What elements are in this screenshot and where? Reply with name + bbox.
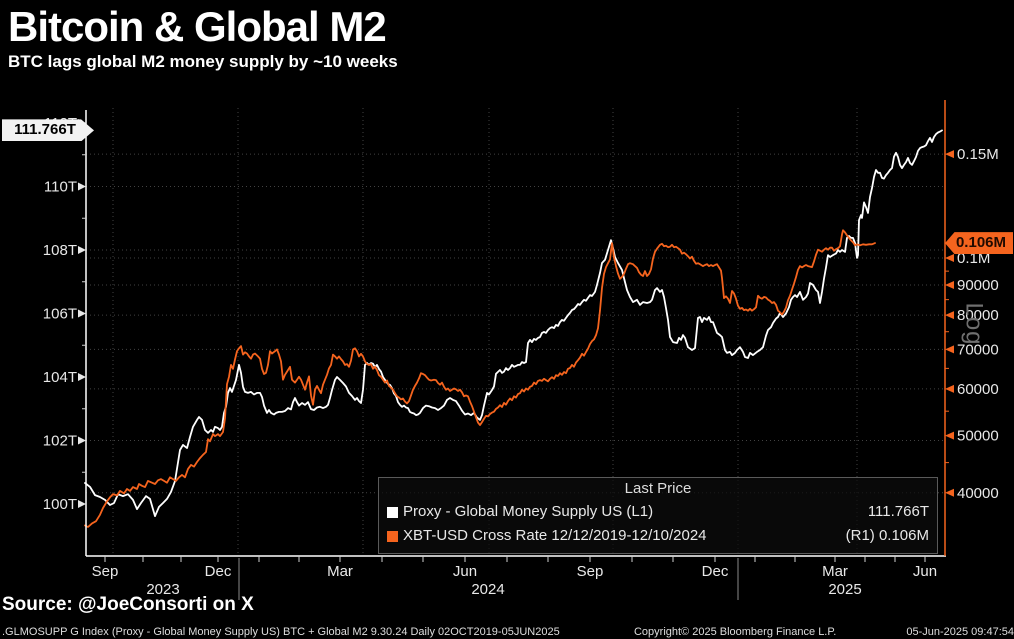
legend-row-xbt[interactable]: XBT-USD Cross Rate 12/12/2019-12/10/2024… (379, 524, 937, 548)
legend-title: Last Price (624, 480, 692, 497)
legend-box: Last Price Proxy - Global Money Supply U… (378, 477, 938, 554)
chart-subtitle: BTC lags global M2 money supply by ~10 w… (8, 52, 398, 72)
chart-header: Bitcoin & Global M2 BTC lags global M2 m… (8, 3, 398, 72)
right-tick-arrow-icon (945, 311, 954, 320)
left-axis-label: 102T (43, 433, 77, 450)
x-month-label: Sep (92, 563, 119, 580)
page-title: Bitcoin & Global M2 (8, 3, 387, 50)
left-axis-label: 110T (44, 179, 77, 196)
series-line-r1 (84, 229, 876, 528)
x-year-label: 2025 (828, 581, 861, 598)
legend-label-m2: Proxy - Global Money Supply US (L1) (403, 503, 654, 520)
left-axis-label: 108T (43, 242, 77, 259)
left-tick-arrow-icon (78, 246, 86, 254)
footer-index-info: .GLMOSUPP G Index (Proxy - Global Money … (2, 626, 560, 638)
legend-value-xbt: (R1) 0.106M (845, 527, 929, 544)
x-year-label: 2023 (146, 581, 179, 598)
right-tick-arrow-icon (945, 150, 954, 159)
right-tick-arrow-icon (945, 488, 954, 497)
last-value-callout-right: 0.106M (945, 232, 1013, 255)
left-axis-label: 104T (43, 369, 77, 386)
footer-timestamp: 05-Jun-2025 09:47:54 (906, 626, 1014, 638)
legend-label-xbt: XBT-USD Cross Rate 12/12/2019-12/10/2024 (403, 527, 707, 544)
x-month-label: Dec (205, 563, 232, 580)
right-axis-label: 40000 (957, 485, 999, 502)
right-tick-arrow-icon (945, 384, 954, 393)
right-axis-label: 90000 (957, 277, 999, 294)
right-axis-label: 70000 (957, 341, 999, 358)
terminal-footer: .GLMOSUPP G Index (Proxy - Global Money … (0, 626, 1014, 638)
log-scale-label: Log (960, 302, 988, 346)
left-tick-arrow-icon (78, 309, 86, 318)
right-axis-label: 80000 (957, 307, 999, 324)
right-tick-arrow-icon (945, 345, 954, 354)
right-axis-label: 50000 (957, 428, 999, 445)
left-tick-arrow-icon (78, 500, 86, 508)
x-month-label: Jun (913, 563, 937, 580)
x-month-label: Dec (702, 563, 729, 580)
right-tick-arrow-icon (945, 280, 954, 289)
right-axis-label: 0.15M (957, 146, 999, 163)
legend-row-m2[interactable]: Proxy - Global Money Supply US (L1) 111.… (379, 500, 937, 524)
left-tick-arrow-icon (78, 436, 86, 445)
right-tick-arrow-icon (945, 254, 954, 262)
left-tick-arrow-icon (78, 373, 86, 381)
left-axis-label: 100T (43, 496, 77, 513)
x-year-label: 2024 (471, 581, 504, 598)
x-month-label: Sep (577, 563, 604, 580)
legend-value-m2: 111.766T (867, 503, 929, 520)
right-axis-label: 60000 (957, 381, 999, 398)
source-attribution: Source: @JoeConsorti on X (2, 594, 254, 615)
x-month-label: Mar (822, 563, 848, 580)
x-month-label: Jun (453, 563, 477, 580)
footer-copyright: Copyright© 2025 Bloomberg Finance L.P. (633, 626, 837, 638)
right-axis-label: 0.1M (957, 250, 990, 267)
last-value-callout-left: 111.766T (2, 119, 94, 142)
left-tick-arrow-icon (78, 182, 86, 191)
series-line-l1 (84, 129, 943, 517)
legend-swatch-orange (387, 530, 398, 542)
right-tick-arrow-icon (945, 431, 954, 440)
x-month-label: Mar (327, 563, 353, 580)
legend-swatch-white (387, 506, 398, 518)
left-axis-label: 106T (43, 306, 77, 323)
